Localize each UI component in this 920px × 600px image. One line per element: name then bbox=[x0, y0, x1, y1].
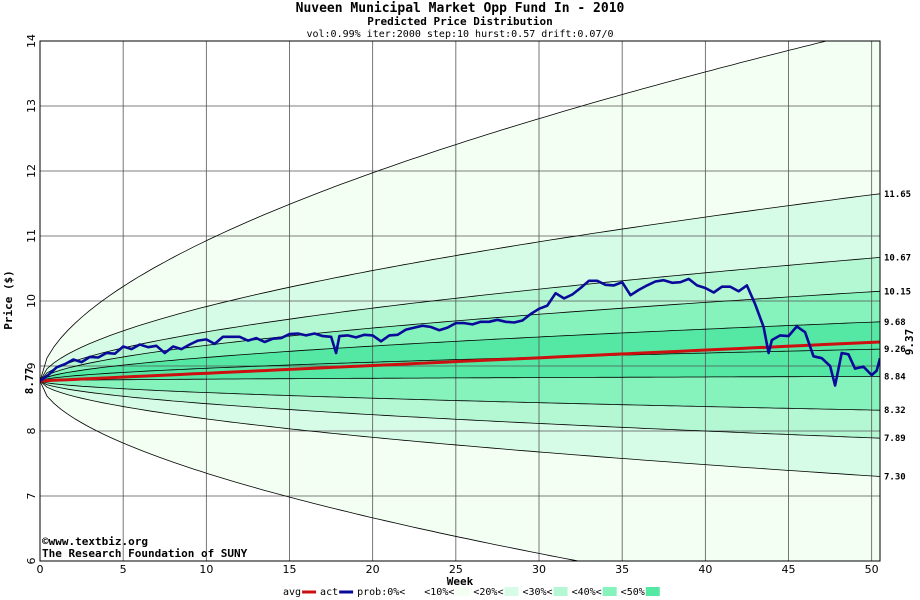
x-tick-label-5: 25 bbox=[449, 563, 463, 576]
watermark: ©www.textbiz.org The Research Foundation… bbox=[42, 535, 248, 560]
percentile-line-8 bbox=[40, 380, 880, 477]
legend-swatch-3 bbox=[455, 587, 470, 596]
x-tick-label-9: 45 bbox=[782, 563, 796, 576]
legend-item-4: <20%< bbox=[473, 587, 519, 598]
percentile-end-labels: 11.65 10.67 10.15 9.68 9.26 8.84 8.32 7.89 7.30 bbox=[884, 190, 911, 483]
start-price-label: 8.77 bbox=[23, 368, 36, 395]
percentile-line-4 bbox=[40, 348, 880, 382]
legend-item-5: <30%< bbox=[522, 587, 568, 598]
legend-label-7: <50% bbox=[621, 587, 645, 598]
percentile-line-7 bbox=[40, 380, 880, 439]
chart-legend: avg act prob:0%< <10%< <20%< <30%< <40%< <50% bbox=[283, 587, 660, 598]
percentile-line-6 bbox=[40, 380, 880, 411]
percentile-end-label-6: 8.32 bbox=[884, 406, 906, 416]
x-tick-label-10: 50 bbox=[865, 563, 879, 576]
plot-frame bbox=[39, 40, 881, 562]
percentile-end-label-8: 7.30 bbox=[884, 473, 906, 483]
y-tick-label-6: 12 bbox=[25, 164, 38, 178]
x-tick-label-2: 10 bbox=[199, 563, 213, 576]
average-line bbox=[40, 340, 880, 383]
x-tick-label-6: 30 bbox=[532, 563, 546, 576]
percentile-line-3 bbox=[40, 321, 880, 382]
x-tick-label-0: 0 bbox=[37, 563, 44, 576]
legend-label-3: <10%< bbox=[424, 587, 454, 598]
y-tick-label-7: 13 bbox=[25, 99, 38, 113]
x-axis-ticks: 0 5 10 15 20 25 30 35 40 45 50 bbox=[37, 563, 879, 576]
chart-params: vol:0.99% iter:2000 step:10 hurst:0.57 d… bbox=[306, 29, 613, 40]
legend-swatch-7 bbox=[645, 587, 660, 596]
legend-item-6: <40%< bbox=[572, 587, 617, 598]
y-tick-label-4: 10 bbox=[25, 294, 38, 308]
y-tick-label-5: 11 bbox=[25, 229, 38, 243]
x-tick-label-1: 5 bbox=[120, 563, 127, 576]
percentile-line-1 bbox=[40, 257, 880, 382]
legend-item-1: act bbox=[320, 587, 354, 598]
y-tick-label-2: 8 bbox=[25, 428, 38, 435]
percentile-end-label-7: 7.89 bbox=[884, 434, 906, 444]
y-axis-ticks: 6 7 8 9 10 11 12 13 14 bbox=[25, 34, 38, 565]
legend-swatch-5 bbox=[553, 587, 568, 596]
watermark-org: The Research Foundation of SUNY bbox=[42, 547, 248, 560]
y-tick-label-3: 9 bbox=[25, 363, 38, 370]
percentile-end-label-5: 8.84 bbox=[884, 372, 906, 382]
legend-label-5: <30%< bbox=[522, 587, 552, 598]
legend-label-4: <20%< bbox=[473, 587, 503, 598]
x-tick-label-3: 15 bbox=[283, 563, 297, 576]
percentile-line-0 bbox=[40, 193, 880, 382]
y-tick-label-0: 6 bbox=[25, 558, 38, 565]
percentile-end-label-4: 9.26 bbox=[884, 345, 906, 355]
legend-item-2: prob:0%< bbox=[357, 587, 421, 598]
grid-lines bbox=[40, 41, 880, 561]
actual-price-line bbox=[40, 277, 880, 387]
legend-item-7: <50% bbox=[621, 587, 660, 598]
envelope-line-1 bbox=[40, 380, 581, 561]
x-tick-label-7: 35 bbox=[615, 563, 629, 576]
legend-item-3: <10%< bbox=[424, 587, 470, 598]
y-tick-label-8: 14 bbox=[25, 34, 38, 48]
legend-label-2: prob:0%< bbox=[357, 587, 405, 598]
percentile-end-label-3: 9.68 bbox=[884, 318, 906, 328]
chart-subtitle: Predicted Price Distribution bbox=[367, 15, 552, 28]
percentile-end-label-1: 10.67 bbox=[884, 253, 911, 263]
plot-area bbox=[39, 40, 881, 562]
legend-item-0: avg bbox=[283, 587, 317, 598]
x-tick-label-4: 20 bbox=[366, 563, 380, 576]
legend-swatch-2 bbox=[406, 587, 421, 596]
percentile-end-label-0: 11.65 bbox=[884, 190, 911, 200]
current-price-label: 9.37 bbox=[903, 329, 916, 356]
percentile-line-5 bbox=[40, 376, 880, 382]
chart-title: Nuveen Municipal Market Opp Fund In - 20… bbox=[296, 1, 625, 16]
legend-swatch-6 bbox=[602, 587, 617, 596]
watermark-url: ©www.textbiz.org bbox=[42, 535, 148, 548]
legend-label-0: avg bbox=[283, 587, 301, 598]
x-axis-label: Week bbox=[447, 575, 474, 588]
legend-swatch-4 bbox=[504, 587, 519, 596]
envelope-line-0 bbox=[40, 41, 829, 382]
percentile-end-label-2: 10.15 bbox=[884, 287, 911, 297]
x-tick-label-8: 40 bbox=[698, 563, 712, 576]
legend-label-1: act bbox=[320, 587, 338, 598]
y-tick-label-1: 7 bbox=[25, 493, 38, 500]
y-axis-label: Price ($) bbox=[2, 270, 15, 330]
legend-label-6: <40%< bbox=[572, 587, 602, 598]
